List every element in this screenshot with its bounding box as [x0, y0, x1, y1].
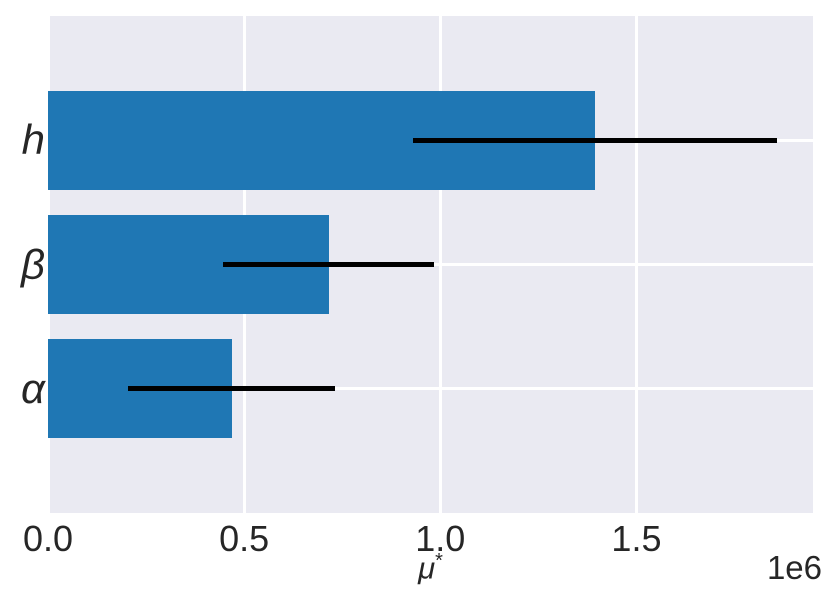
- x-tick-label-0.0: 0.0: [22, 518, 74, 559]
- plot-area: [48, 16, 813, 513]
- x-axis-label-star: *: [435, 550, 443, 572]
- error-bar-alpha: [128, 386, 336, 392]
- x-axis-label-mu: μ: [418, 550, 436, 586]
- x-axis-label: μ*: [48, 551, 813, 583]
- error-bar-beta: [222, 262, 435, 267]
- x-tick-label-1.5: 1.5: [611, 518, 662, 559]
- y-tick-label-h: h: [21, 116, 45, 164]
- x-tick-label-0.5: 0.5: [219, 518, 270, 559]
- y-tick-label-alpha: α: [21, 364, 45, 412]
- error-bar-h: [413, 137, 778, 143]
- x-tick-label-1.0: 1.0: [415, 518, 466, 559]
- axis-offset-text: 1e6: [766, 549, 822, 586]
- y-tick-label-beta: β: [21, 240, 45, 288]
- gridline-horizontal-alpha: [48, 387, 813, 391]
